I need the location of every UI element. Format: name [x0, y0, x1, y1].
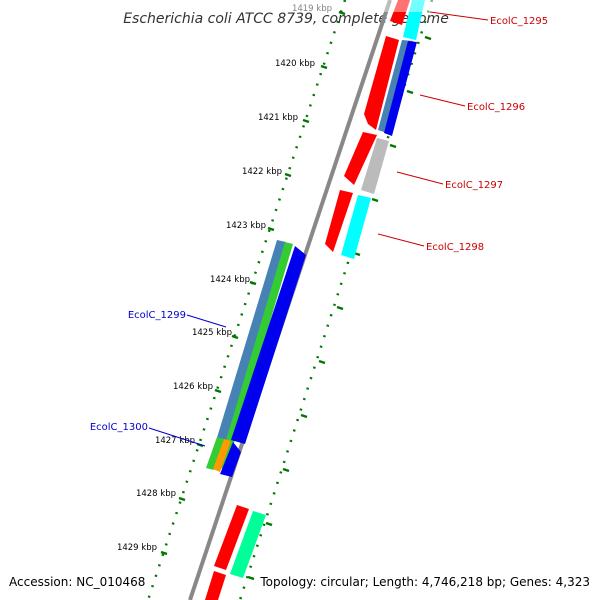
inner-tick: [300, 413, 308, 419]
gene-label-EcolC_1295[interactable]: EcolC_1295: [490, 16, 548, 27]
gene-label-EcolC_1297[interactable]: EcolC_1297: [445, 180, 503, 191]
tick-label: 1427 kbp: [155, 436, 195, 446]
inner-tick: [336, 305, 344, 311]
outer-tick: [284, 172, 292, 178]
gene-cds-EcolC_1295[interactable]: [390, 0, 410, 25]
top-fade: [380, 0, 440, 12]
tick-label: 1423 kbp: [226, 221, 266, 231]
gene-cyan-EcolC_1295[interactable]: [403, 0, 425, 40]
gene-cds-EcolC_1296[interactable]: [364, 36, 399, 130]
inner-tick: [389, 143, 397, 149]
gene-blue-EcolC_1296[interactable]: [384, 41, 417, 136]
inner-tick: [247, 575, 255, 581]
gene-label-EcolC_1298[interactable]: EcolC_1298: [426, 242, 484, 253]
leader-EcolC_1295: [429, 11, 489, 21]
topology-text: Topology: circular; Length: 4,746,218 bp…: [259, 575, 590, 589]
gene-green-EcolC_1300[interactable]: [206, 437, 224, 470]
tick-label: 1421 kbp: [258, 113, 298, 123]
gene-blue-EcolC_1299[interactable]: [231, 246, 306, 444]
outer-tick: [160, 550, 168, 556]
gene-cds-bottom-1[interactable]: [214, 505, 249, 570]
gene-orange-EcolC_1300[interactable]: [213, 439, 231, 472]
tick-label: 1420 kbp: [275, 59, 315, 69]
outer-tick: [338, 10, 346, 16]
gene-cds-bottom-2[interactable]: [205, 571, 226, 600]
accession-text: Accession: NC_010468: [9, 575, 145, 589]
inner-tick: [282, 467, 290, 473]
gene-cds-EcolC_1297[interactable]: [344, 132, 377, 185]
gene-green-EcolC_1299[interactable]: [218, 242, 293, 470]
gene-rrna-EcolC_1297[interactable]: [361, 138, 389, 194]
tick-label: 1429 kbp: [117, 543, 157, 553]
inner-tick: [371, 197, 379, 203]
leader-EcolC_1296: [419, 94, 466, 107]
tick-label: 1424 kbp: [210, 275, 250, 285]
tick-label: 1419 kbp: [292, 4, 332, 14]
tick-label: 1422 kbp: [242, 167, 282, 177]
tick-label: 1425 kbp: [192, 328, 232, 338]
gene-cyan-EcolC_1298[interactable]: [341, 195, 371, 259]
inner-tick: [318, 359, 326, 365]
outer-tick: [267, 226, 275, 232]
gene-trna-bottom[interactable]: [230, 511, 266, 578]
outer-tick: [178, 496, 186, 502]
gene-steel-EcolC_1299[interactable]: [209, 240, 286, 468]
outer-tick: [320, 64, 328, 70]
outer-tick: [214, 388, 222, 394]
outer-tick: [249, 280, 257, 286]
leader-EcolC_1298: [377, 233, 425, 247]
outer-tick: [196, 442, 204, 448]
leader-EcolC_1300: [148, 427, 206, 447]
leader-EcolC_1297: [396, 171, 444, 185]
inner-tick: [406, 89, 414, 95]
inner-tick: [265, 521, 273, 527]
inner-tick: [424, 35, 432, 41]
tick-label: 1426 kbp: [173, 382, 213, 392]
map-title: Escherichia coli ATCC 8739, complete gen…: [123, 11, 449, 27]
outer-tick: [231, 334, 239, 340]
gene-label-EcolC_1300[interactable]: EcolC_1300: [90, 422, 148, 433]
gene-label-EcolC_1296[interactable]: EcolC_1296: [467, 102, 525, 113]
gene-cds-EcolC_1298[interactable]: [325, 190, 353, 252]
outer-tick: [302, 118, 310, 124]
gene-blue-EcolC_1300[interactable]: [220, 442, 241, 477]
gene-label-EcolC_1299[interactable]: EcolC_1299: [128, 310, 186, 321]
tick-label: 1428 kbp: [136, 489, 176, 499]
leader-EcolC_1299: [186, 314, 227, 328]
